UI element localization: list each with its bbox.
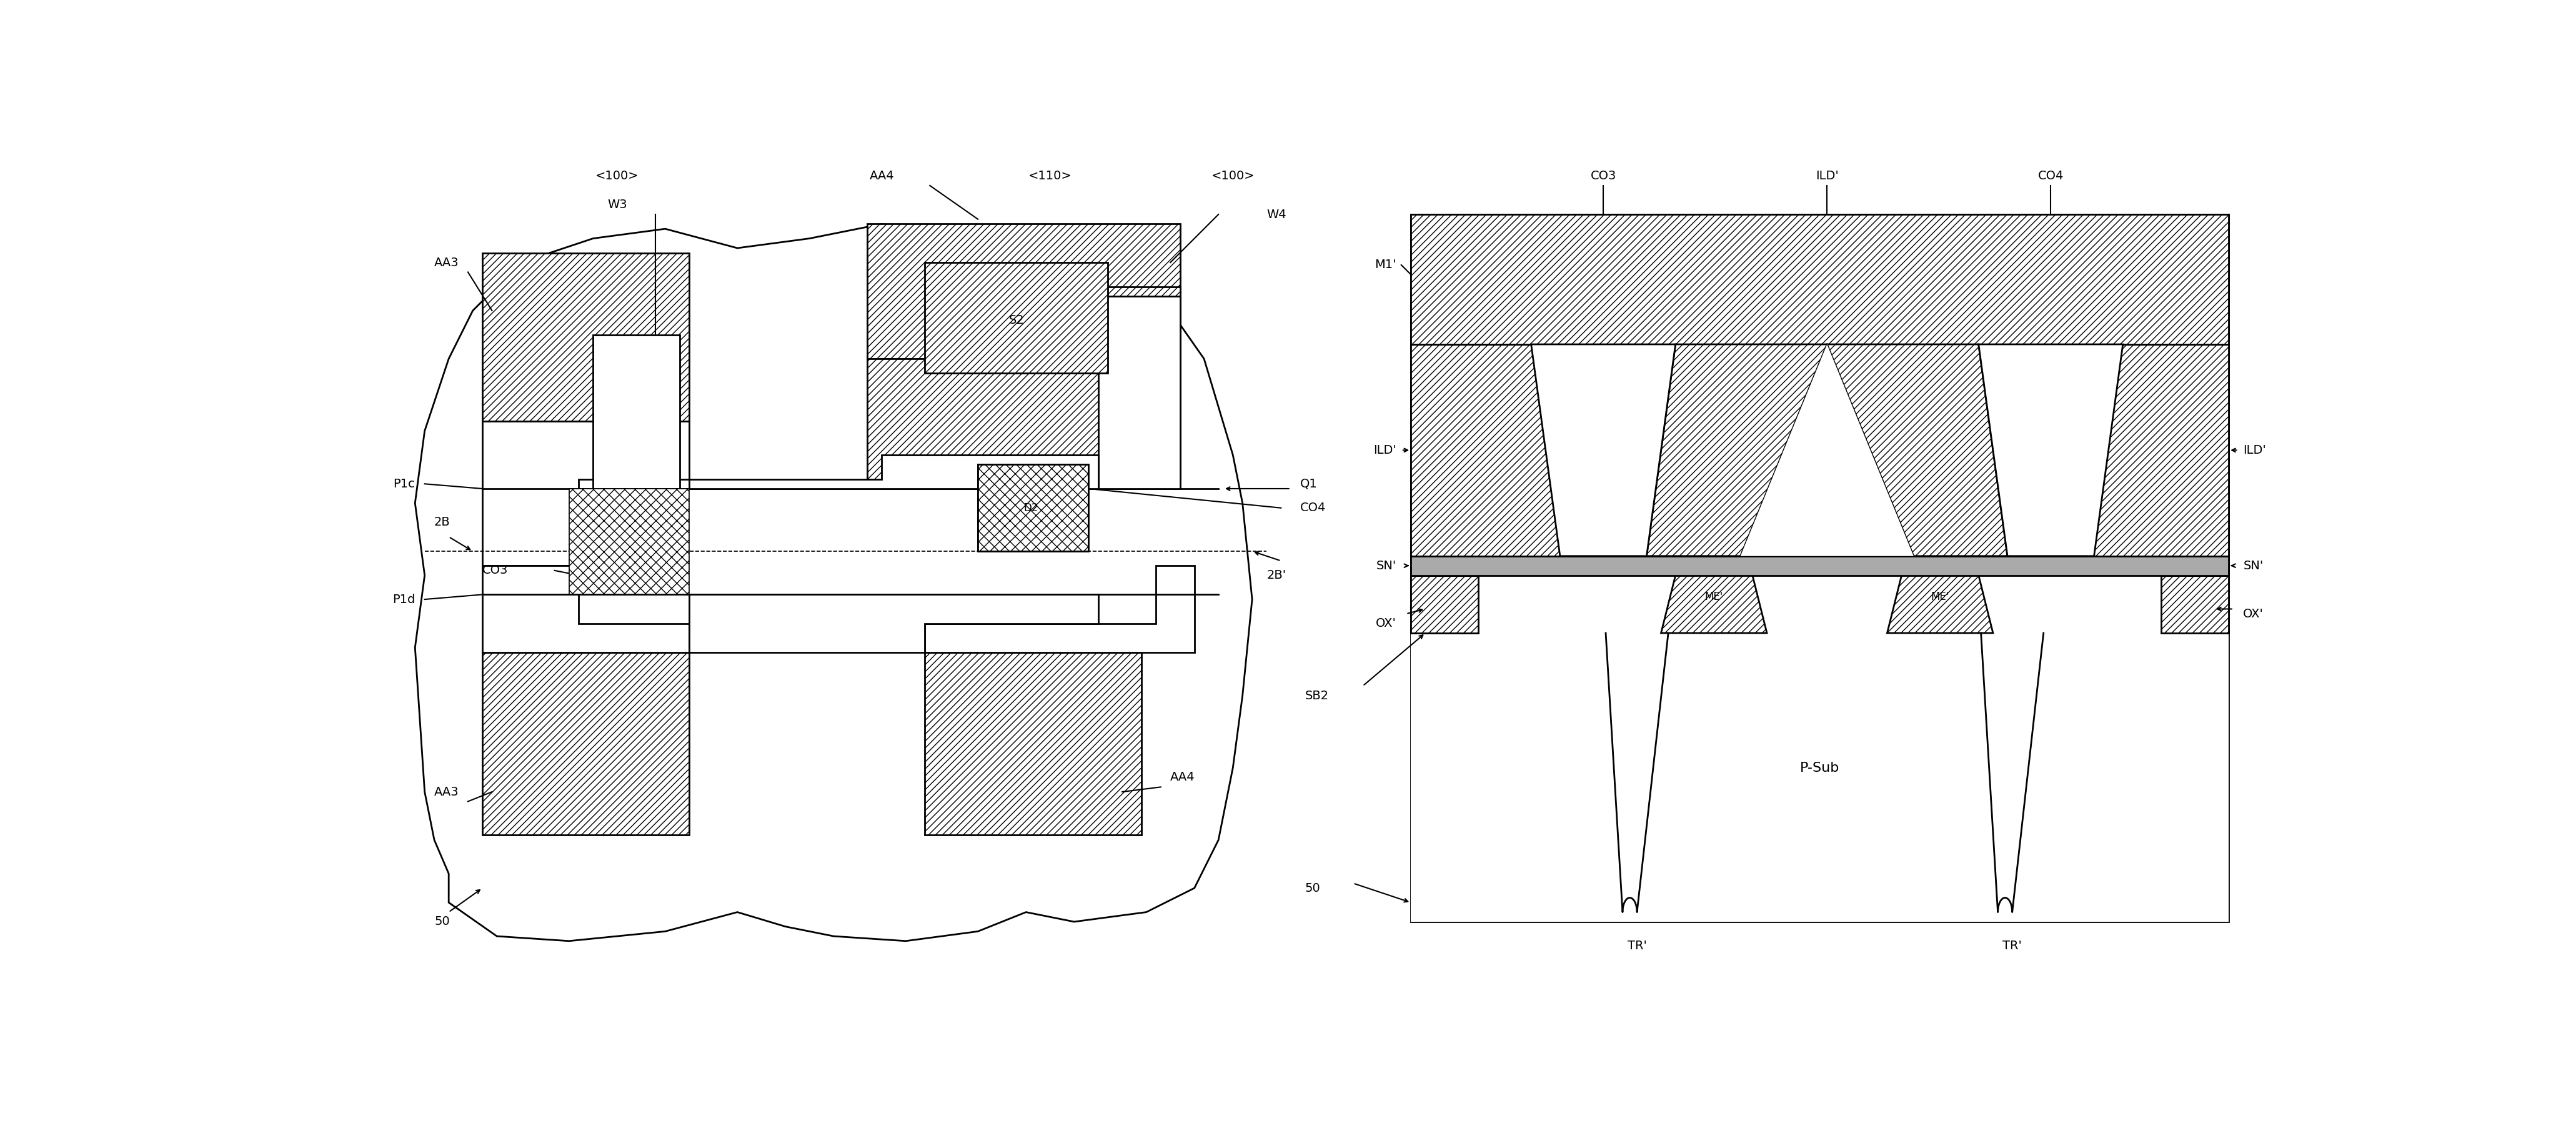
Polygon shape: [1741, 344, 1914, 556]
Bar: [868, 224, 1180, 359]
Text: AA4: AA4: [868, 170, 894, 181]
Polygon shape: [1479, 576, 1677, 633]
Bar: [482, 253, 690, 421]
Polygon shape: [482, 565, 690, 653]
Text: 2B: 2B: [435, 517, 451, 528]
Text: OX': OX': [1376, 617, 1396, 629]
Bar: [1412, 633, 2228, 922]
Polygon shape: [1888, 565, 1994, 633]
Text: SN': SN': [1376, 560, 1396, 572]
Text: TR': TR': [1628, 940, 1646, 952]
Polygon shape: [690, 595, 1097, 653]
Text: SN': SN': [2244, 560, 2264, 572]
Text: 50: 50: [435, 915, 451, 928]
Text: M1': M1': [1376, 259, 1396, 271]
Polygon shape: [925, 565, 1195, 653]
Text: ILD': ILD': [2244, 444, 2267, 457]
Bar: [925, 263, 1108, 373]
Text: OX': OX': [2244, 607, 2264, 620]
Text: P-Sub: P-Sub: [1801, 761, 1839, 774]
Bar: [1412, 214, 2228, 922]
Text: S2: S2: [1010, 314, 1025, 326]
Text: AA3: AA3: [435, 256, 459, 269]
Text: 2B': 2B': [1267, 570, 1285, 581]
Bar: [569, 488, 690, 595]
Text: W3: W3: [608, 198, 626, 211]
Text: AA4: AA4: [1170, 772, 1195, 783]
Text: W4: W4: [1267, 208, 1285, 220]
Bar: [1412, 556, 2228, 576]
Text: D2: D2: [1023, 502, 1038, 513]
Bar: [1097, 296, 1180, 488]
Text: CO4: CO4: [2038, 170, 2063, 181]
Polygon shape: [2161, 576, 2228, 633]
Polygon shape: [1749, 576, 1904, 633]
Polygon shape: [1662, 565, 1767, 633]
Polygon shape: [415, 224, 1252, 942]
Polygon shape: [482, 421, 690, 565]
Text: CO3: CO3: [482, 564, 507, 577]
Text: AA3: AA3: [435, 786, 459, 798]
Bar: [1412, 214, 2228, 344]
Text: 50: 50: [1306, 883, 1321, 894]
Text: ME': ME': [1932, 591, 1950, 603]
Text: ME': ME': [1705, 591, 1723, 603]
Text: <110>: <110>: [1028, 170, 1072, 181]
Bar: [979, 465, 1090, 552]
Polygon shape: [1976, 576, 2161, 633]
Bar: [979, 465, 1090, 552]
Text: P1c: P1c: [394, 478, 415, 489]
Bar: [925, 653, 1141, 835]
Bar: [1412, 344, 2228, 556]
Text: CO4: CO4: [1301, 502, 1327, 514]
Bar: [592, 334, 680, 488]
Text: CO3: CO3: [1589, 170, 1615, 181]
Text: Q1: Q1: [1301, 478, 1316, 489]
Polygon shape: [868, 287, 1180, 479]
Text: ILD': ILD': [1373, 444, 1396, 457]
Polygon shape: [1412, 565, 1479, 633]
Text: <100>: <100>: [1211, 170, 1255, 181]
Bar: [482, 653, 690, 835]
Text: <100>: <100>: [595, 170, 639, 181]
Polygon shape: [1646, 344, 1826, 556]
Polygon shape: [1826, 344, 2007, 556]
Polygon shape: [1978, 344, 2123, 556]
Polygon shape: [1412, 576, 1479, 633]
Polygon shape: [690, 455, 1097, 488]
Polygon shape: [1530, 344, 1674, 556]
Text: SB2: SB2: [1306, 690, 1329, 701]
Text: P1d: P1d: [392, 594, 415, 605]
Text: TR': TR': [2002, 940, 2022, 952]
Text: ILD': ILD': [1816, 170, 1839, 181]
